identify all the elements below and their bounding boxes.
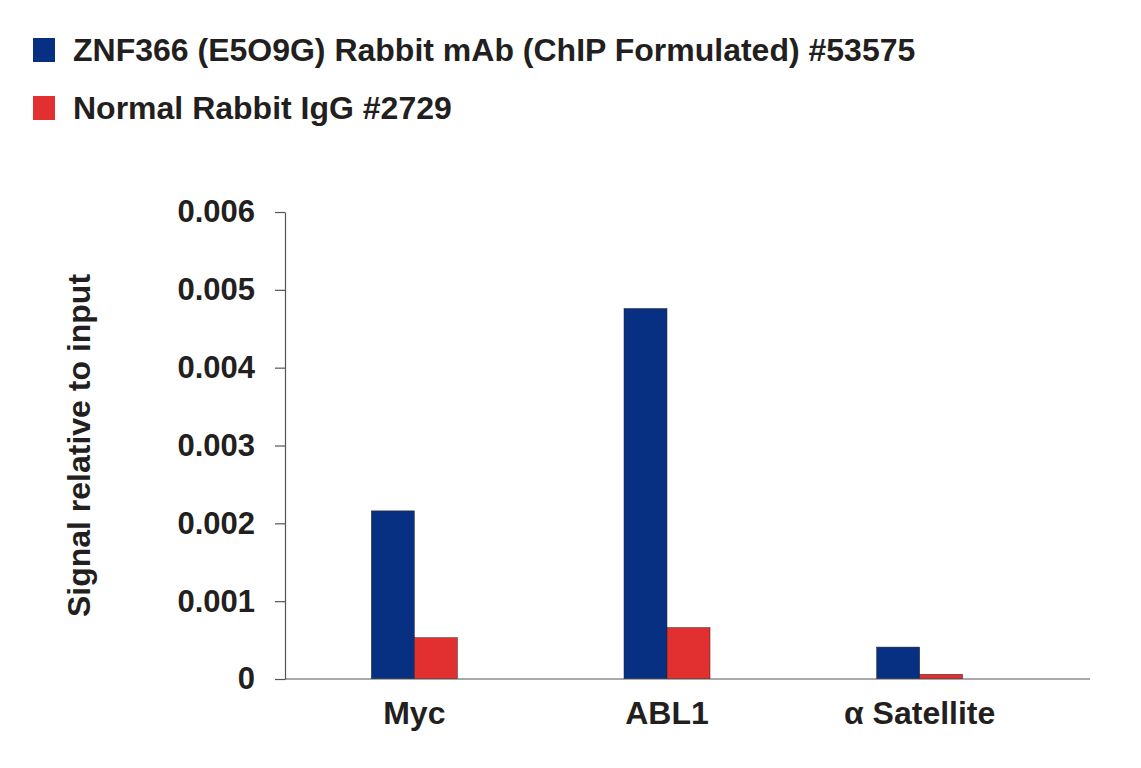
legend-label: ZNF366 (E5O9G) Rabbit mAb (ChIP Formulat…	[73, 32, 915, 68]
y-tick: 0.006	[177, 194, 285, 229]
bar	[877, 647, 920, 679]
y-tick-label: 0.001	[177, 584, 255, 619]
x-tick-label: ABL1	[625, 695, 709, 731]
bar	[414, 638, 457, 679]
y-tick-mark	[275, 679, 285, 680]
y-tick-mark	[275, 523, 285, 524]
x-axis-line	[285, 678, 1090, 679]
bar	[624, 309, 667, 679]
y-tick-label: 0.004	[177, 350, 255, 385]
legend-item: Normal Rabbit IgG #2729	[33, 90, 452, 126]
x-tick-label: Myc	[383, 695, 445, 731]
legend-label: Normal Rabbit IgG #2729	[73, 90, 452, 126]
y-tick: 0	[238, 661, 285, 696]
y-tick-label: 0.003	[177, 428, 255, 463]
y-axis: 0 0.001 0.002 0.003 0.004 0.005 0.006	[177, 194, 285, 696]
y-tick-mark	[275, 445, 285, 446]
x-tick: α Satellite	[844, 679, 995, 731]
y-tick-label: 0.006	[177, 194, 255, 229]
y-tick: 0.001	[177, 584, 285, 619]
legend-swatch	[33, 96, 55, 120]
x-tick-label: α Satellite	[844, 695, 995, 731]
x-tick: Myc	[383, 679, 445, 731]
y-tick: 0.003	[177, 428, 285, 463]
bar	[667, 628, 710, 679]
legend: ZNF366 (E5O9G) Rabbit mAb (ChIP Formulat…	[33, 32, 915, 126]
y-tick-mark	[275, 212, 285, 213]
y-tick: 0.002	[177, 506, 285, 541]
legend-item: ZNF366 (E5O9G) Rabbit mAb (ChIP Formulat…	[33, 32, 915, 68]
y-axis-line	[285, 213, 286, 680]
legend-swatch	[33, 38, 55, 62]
bar	[371, 511, 414, 679]
y-tick-label: 0.002	[177, 506, 255, 541]
y-tick-label: 0.005	[177, 272, 255, 307]
x-axis: Myc ABL1 α Satellite	[383, 679, 995, 731]
y-tick-mark	[275, 368, 285, 369]
x-tick: ABL1	[625, 679, 709, 731]
chart: 0 0.001 0.002 0.003 0.004 0.005 0.006 Myc ABL1 α …	[0, 0, 1141, 768]
y-tick: 0.005	[177, 272, 285, 307]
bar	[920, 674, 963, 679]
y-tick-mark	[275, 290, 285, 291]
bars	[371, 309, 962, 679]
y-axis-title: Signal relative to input	[61, 274, 97, 618]
y-tick-label: 0	[238, 661, 255, 696]
y-tick: 0.004	[177, 350, 285, 385]
y-tick-mark	[275, 601, 285, 602]
